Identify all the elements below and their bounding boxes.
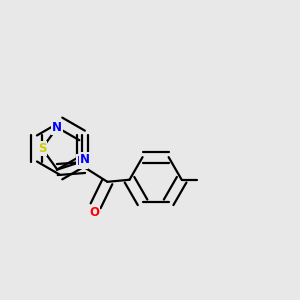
Text: N: N: [77, 155, 87, 168]
Text: N: N: [52, 121, 62, 134]
Text: S: S: [38, 142, 46, 155]
Text: O: O: [89, 206, 99, 219]
Text: N: N: [80, 153, 90, 166]
